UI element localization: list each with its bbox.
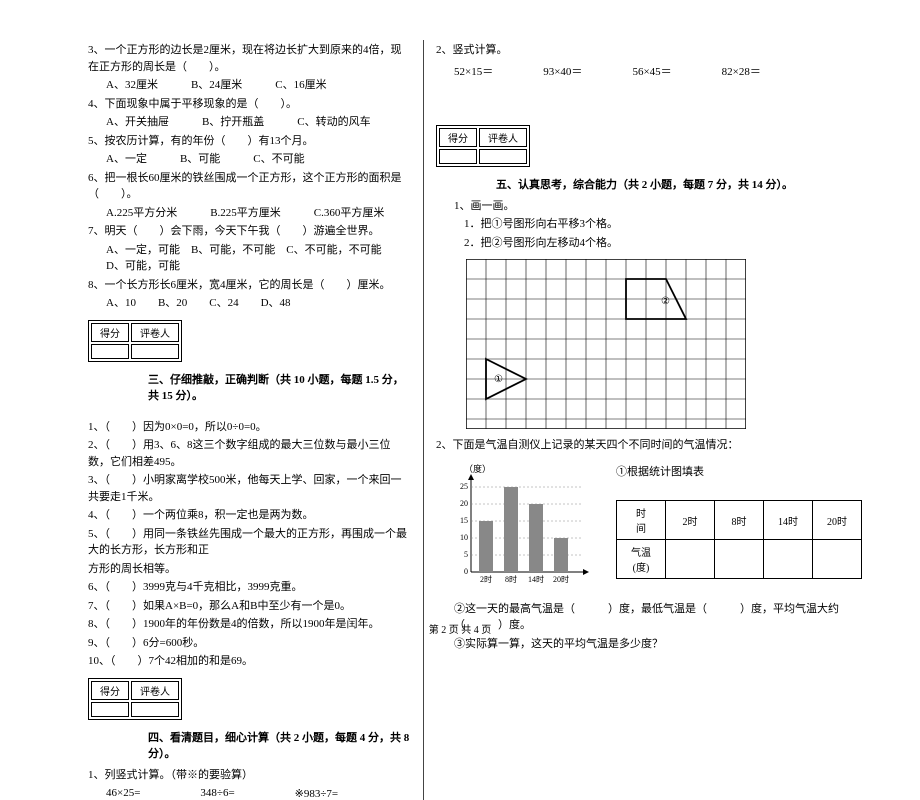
svg-text:5: 5 [464,550,468,559]
page-footer: 第 2 页 共 4 页 [0,621,920,636]
c1-items: 46×25=348÷6=※983÷7= [106,787,411,800]
section4-title: 四、看清题目，细心计算（共 2 小题，每题 4 分，共 8 分）。 [148,729,411,761]
svg-text:20: 20 [460,499,468,508]
q6: 6、把一根长60厘米的铁丝围成一个正方形，这个正方形的面积是（ ）。 [88,170,411,203]
q6-opts: A.225平方分米 B.225平方厘米 C.360平方厘米 [106,205,411,222]
j5b: 方形的周长相等。 [88,561,411,578]
svg-text:②: ② [661,296,670,307]
q3-opts: A、32厘米 B、24厘米 C、16厘米 [106,77,411,94]
svg-text:（度）: （度） [464,463,491,474]
svg-text:①: ① [494,374,503,385]
q7: 7、明天（ ）会下雨，今天下午我（ ）游遍全世界。 [88,223,411,240]
q5-opts: A、一定 B、可能 C、不可能 [106,151,411,168]
q3: 3、一个正方形的边长是2厘米，现在将边长扩大到原来的4倍，现在正方形的周长是（ … [88,42,411,75]
q5: 5、按农历计算，有的年份（ ）有13个月。 [88,133,411,150]
svg-text:2时: 2时 [480,574,492,584]
svg-text:10: 10 [460,533,468,542]
score-box-3: 得分评卷人 [88,320,182,362]
section3-title: 三、仔细推敲，正确判断（共 10 小题，每题 1.5 分，共 15 分）。 [148,371,411,403]
q2-temp: 2、下面是气温自测仪上记录的某天四个不同时间的气温情况： [436,437,862,454]
svg-text:15: 15 [460,516,468,525]
q8-opts: A、10 B、20 C、24 D、48 [106,295,411,312]
j5: 5、（ ）用同一条铁丝先围成一个最大的正方形，再围成一个最大的长方形，长方形和正 [88,526,411,559]
j4: 4、（ ）一个两位乘8，积一定也是两为数。 [88,507,411,524]
c1-stem: 1、列竖式计算。（带※的要验算） [88,767,411,784]
j7: 7、（ ）如果A×B=0，那么A和B中至少有一个是0。 [88,598,411,615]
bar-chart: （度） 0 5 10 15 20 25 2时 8时 14时 20时 [446,462,596,595]
draw-stem: 1、画一画。 [454,198,862,215]
svg-text:8时: 8时 [505,574,517,584]
q7-opts: A、一定，可能 B、可能，不可能 C、不可能，不可能 D、可能，可能 [106,242,411,275]
q8: 8、一个长方形长6厘米，宽4厘米，它的周长是（ ）厘米。 [88,277,411,294]
draw-2: 2．把②号图形向左移动4个格。 [464,235,862,252]
c2-items: 52×15＝93×40＝56×45＝82×28＝ [454,63,862,79]
svg-text:20时: 20时 [553,574,569,584]
c2-stem: 2、竖式计算。 [436,42,862,59]
fill-table: ①根据统计图填表 [616,464,862,481]
grid-figure: ② ① [466,259,862,429]
svg-text:0: 0 [464,567,468,576]
j1: 1、（ ）因为0×0=0，所以0÷0=0。 [88,419,411,436]
j9: 9、（ ）6分=600秒。 [88,635,411,652]
q4: 4、下面现象中属于平移现象的是（ ）。 [88,96,411,113]
j3: 3、（ ）小明家离学校500米，他每天上学、回家，一个来回一共要走1千米。 [88,472,411,505]
section5-title: 五、认真思考，综合能力（共 2 小题，每题 7 分，共 14 分）。 [496,176,862,192]
q4-opts: A、开关抽屉 B、拧开瓶盖 C、转动的风车 [106,114,411,131]
score-box-4: 得分评卷人 [88,678,182,720]
temp-table: 时 间2时8时14时20时 气温(度) [616,500,862,579]
j6: 6、（ ）3999克与4千克相比，3999克重。 [88,579,411,596]
svg-text:14时: 14时 [528,574,544,584]
score-box-5: 得分评卷人 [436,125,530,167]
j2: 2、（ ）用3、6、8这三个数字组成的最大三位数与最小三位数，它们相差495。 [88,437,411,470]
j10: 10、（ ）7个42相加的和是69。 [88,653,411,670]
svg-text:25: 25 [460,482,468,491]
draw-1: 1．把①号图形向右平移3个格。 [464,216,862,233]
